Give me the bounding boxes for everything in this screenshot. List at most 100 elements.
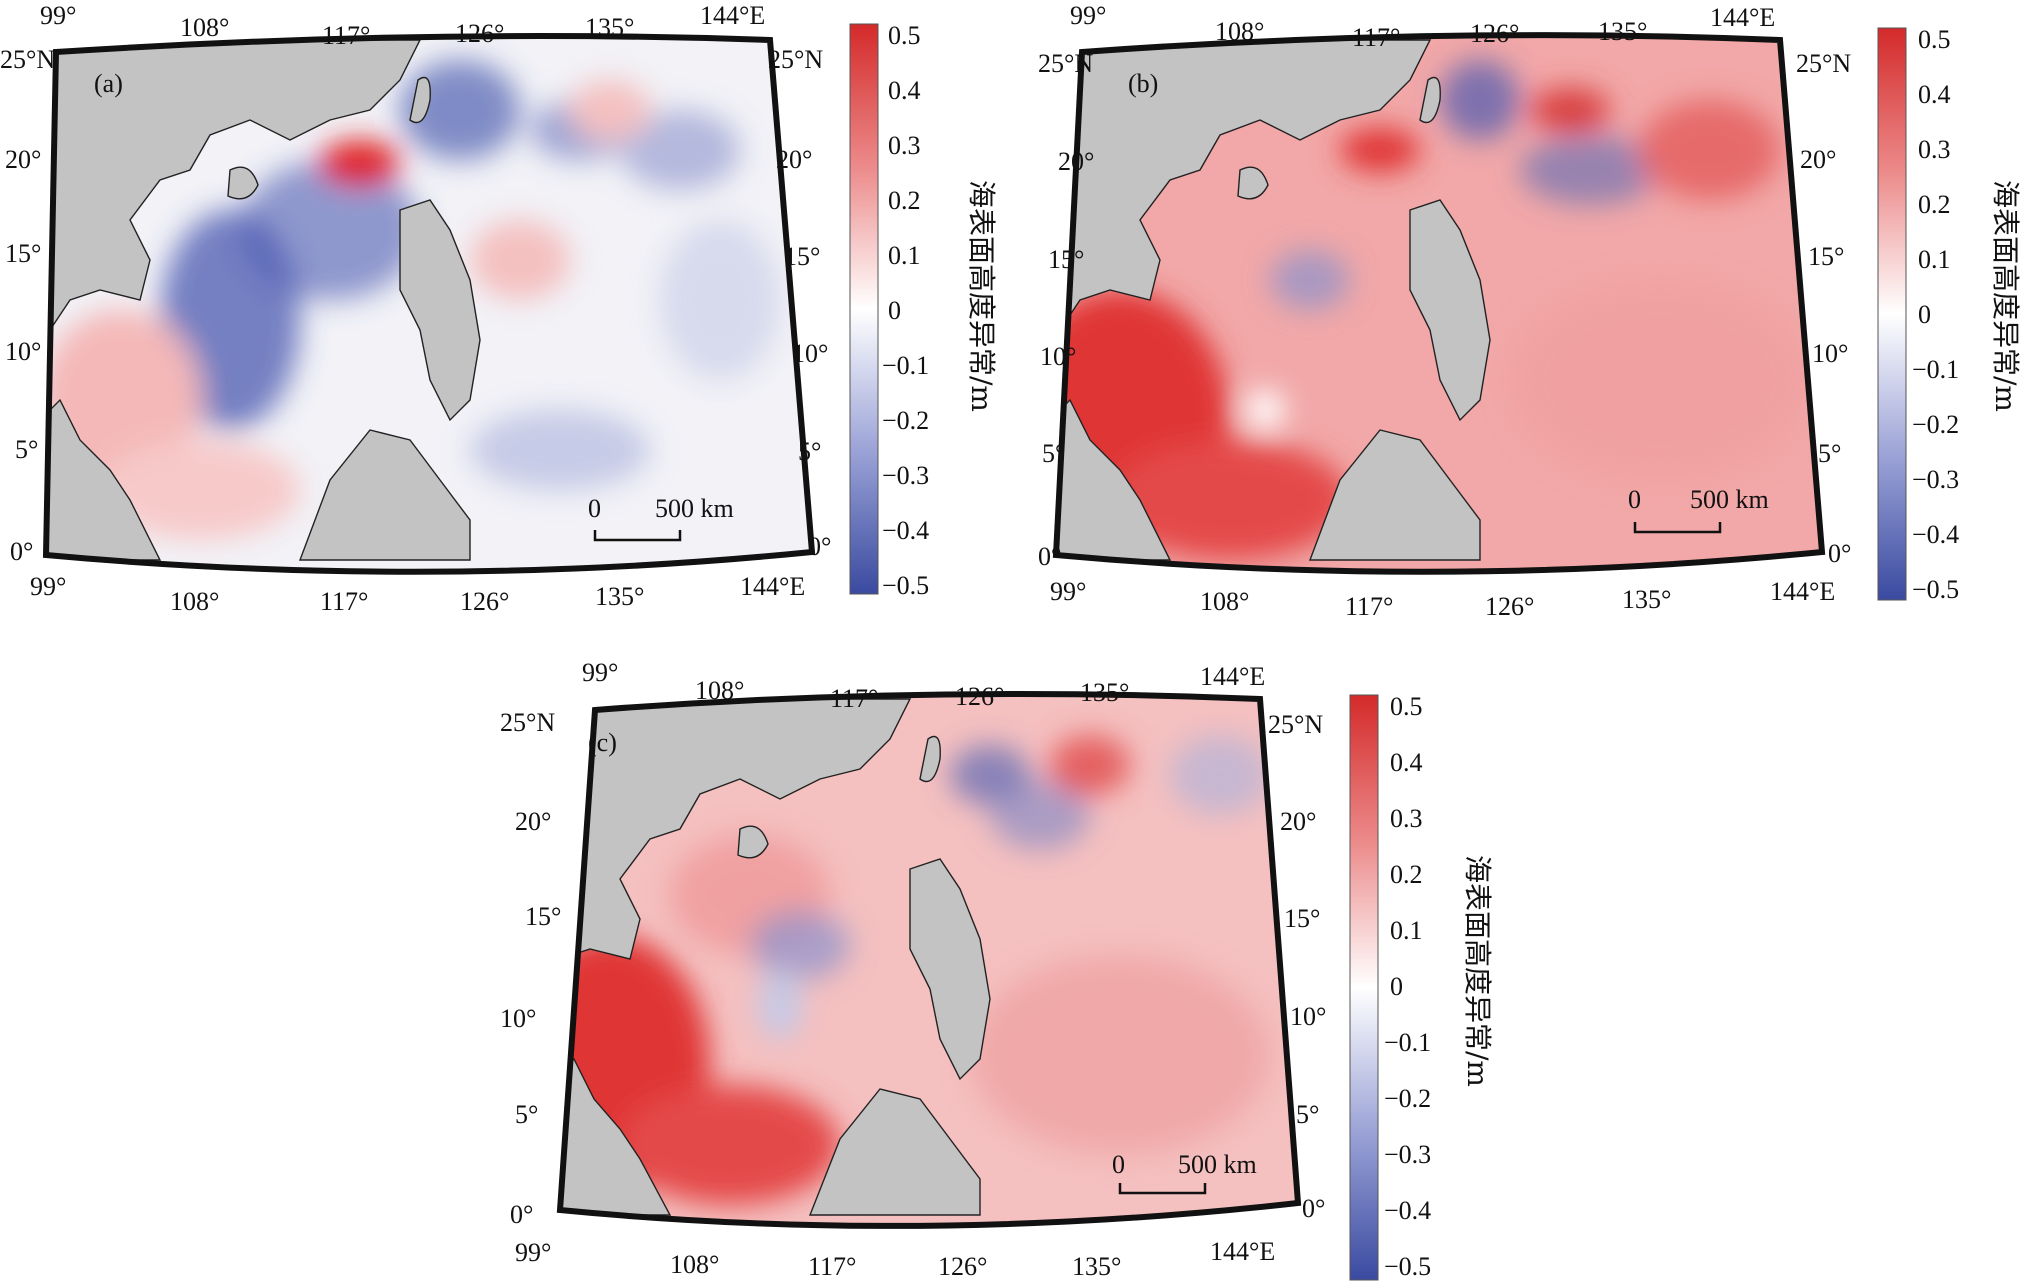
lon-bot-c-4: 135° [1072, 1252, 1121, 1281]
lon-bot-a-0: 99° [30, 572, 66, 601]
scale-bar-a: 0 500 km [588, 494, 734, 542]
lon-bot-b-0: 99° [1050, 577, 1086, 606]
lon-top-a-0: 99° [40, 1, 76, 30]
scale-end-b: 500 km [1690, 485, 1769, 514]
cb-c-t6: −0.1 [1384, 1028, 1431, 1057]
map-panel-a: 99° 108° 117° 126° 135° 144°E 99° 108° 1… [0, 0, 1010, 620]
lat-left-a-1: 20° [5, 145, 41, 174]
lon-top-a-2: 117° [322, 21, 370, 50]
lat-right-a-0: 25°N [768, 45, 823, 74]
cb-c-t5: 0 [1390, 972, 1403, 1001]
colorbar-title-a: 海表面高度异常/m [965, 180, 998, 412]
cb-c-t3: 0.2 [1390, 860, 1423, 889]
lat-left-a-3: 10° [5, 337, 41, 366]
landmass-a [46, 39, 481, 561]
cb-b-t10: −0.5 [1912, 575, 1959, 604]
cb-c-t7: −0.2 [1384, 1084, 1431, 1113]
lat-right-a-3: 10° [792, 339, 828, 368]
lon-top-b-1: 108° [1215, 17, 1264, 46]
lat-left-b-5: 0° [1038, 542, 1061, 571]
anomaly-field-a [46, 60, 780, 540]
cb-b-t8: −0.3 [1912, 465, 1959, 494]
lon-top-a-3: 126° [455, 19, 504, 48]
lon-top-b-4: 135° [1598, 17, 1647, 46]
landmass-b [1056, 39, 1491, 561]
lon-top-c-5: 144°E [1200, 662, 1265, 691]
lon-bot-c-5: 144°E [1210, 1237, 1275, 1266]
cb-b-t3: 0.2 [1918, 190, 1951, 219]
map-b-svg: 99° 108° 117° 126° 135° 144°E 99° 108° 1… [1038, 1, 2020, 621]
lat-right-c-2: 15° [1284, 904, 1320, 933]
lat-left-c-5: 0° [510, 1200, 533, 1229]
lat-right-a-2: 15° [784, 242, 820, 271]
cb-a-t6: −0.1 [882, 351, 929, 380]
lat-left-a-4: 5° [15, 435, 38, 464]
colorbar-b: 0.5 0.4 0.3 0.2 0.1 0 −0.1 −0.2 −0.3 −0.… [1877, 25, 2020, 604]
cb-a-t2: 0.3 [888, 131, 921, 160]
cb-a-t1: 0.4 [888, 76, 921, 105]
lon-bot-c-0: 99° [515, 1238, 551, 1267]
lon-bot-b-4: 135° [1622, 585, 1671, 614]
scale-start-a: 0 [588, 494, 601, 523]
lat-right-c-4: 5° [1296, 1100, 1319, 1129]
lat-left-b-2: 15° [1048, 245, 1084, 274]
cb-c-t8: −0.3 [1384, 1140, 1431, 1169]
lat-right-b-4: 5° [1818, 439, 1841, 468]
cb-b-t6: −0.1 [1912, 355, 1959, 384]
lon-bot-c-2: 117° [808, 1252, 856, 1281]
cb-a-t9: −0.4 [882, 516, 929, 545]
cb-c-t4: 0.1 [1390, 916, 1423, 945]
lon-top-b-2: 117° [1352, 23, 1400, 52]
colorbar-title-c: 海表面高度异常/m [1461, 855, 1494, 1087]
lat-right-b-1: 20° [1800, 145, 1836, 174]
lat-left-b-1: 20° [1058, 147, 1094, 176]
cb-c-t0: 0.5 [1390, 692, 1423, 721]
cb-b-t0: 0.5 [1918, 25, 1951, 54]
lon-bot-b-5: 144°E [1770, 577, 1835, 606]
lat-right-c-3: 10° [1290, 1002, 1326, 1031]
map-c-svg: 99° 108° 117° 126° 135° 144°E 99° 108° 1… [500, 658, 1494, 1281]
lat-left-c-1: 20° [515, 807, 551, 836]
lat-left-b-3: 10° [1040, 342, 1076, 371]
scale-end-a: 500 km [655, 494, 734, 523]
cb-b-t7: −0.2 [1912, 410, 1959, 439]
lat-right-b-0: 25°N [1796, 49, 1851, 78]
lon-bot-b-2: 117° [1345, 592, 1393, 621]
lon-top-a-5: 144°E [700, 1, 765, 30]
map-c-body [560, 693, 1298, 1226]
lat-right-a-1: 20° [776, 145, 812, 174]
lat-right-b-3: 10° [1812, 339, 1848, 368]
scale-end-c: 500 km [1178, 1150, 1257, 1179]
lon-bot-a-4: 135° [595, 582, 644, 611]
cb-a-t8: −0.3 [882, 461, 929, 490]
lat-right-a-5: 0° [808, 532, 831, 561]
lat-right-c-0: 25°N [1268, 710, 1323, 739]
lon-bot-a-3: 126° [460, 587, 509, 616]
lat-left-b-4: 5° [1042, 439, 1065, 468]
lon-top-b-3: 126° [1470, 19, 1519, 48]
lon-top-c-3: 126° [955, 682, 1004, 711]
cb-a-t7: −0.2 [882, 406, 929, 435]
colorbar-a: 0.5 0.4 0.3 0.2 0.1 0 −0.1 −0.2 −0.3 −0.… [849, 21, 998, 600]
colorbar-c: 0.5 0.4 0.3 0.2 0.1 0 −0.1 −0.2 −0.3 −0.… [1349, 692, 1494, 1281]
map-frame-a [42, 33, 816, 575]
lon-bot-a-1: 108° [170, 587, 219, 616]
map-a-body [46, 36, 812, 572]
lat-left-a-0: 25°N [0, 45, 55, 74]
lat-left-c-3: 10° [500, 1004, 536, 1033]
cb-b-t4: 0.1 [1918, 245, 1951, 274]
cb-c-t10: −0.5 [1384, 1252, 1431, 1281]
lat-left-b-0: 25°N [1038, 49, 1093, 78]
map-panel-c: 99° 108° 117° 126° 135° 144°E 99° 108° 1… [490, 655, 1530, 1288]
map-b-body [1056, 35, 1822, 572]
lat-right-b-5: 0° [1828, 539, 1851, 568]
cb-b-t1: 0.4 [1918, 80, 1951, 109]
scale-start-c: 0 [1112, 1150, 1125, 1179]
cb-b-t2: 0.3 [1918, 135, 1951, 164]
lon-top-b-5: 144°E [1710, 3, 1775, 32]
panel-label-a: (a) [94, 69, 123, 98]
lat-right-c-5: 0° [1302, 1194, 1325, 1223]
scale-start-b: 0 [1628, 485, 1641, 514]
lon-top-c-0: 99° [582, 658, 618, 687]
map-panel-b: 99° 108° 117° 126° 135° 144°E 99° 108° 1… [1010, 0, 2020, 621]
